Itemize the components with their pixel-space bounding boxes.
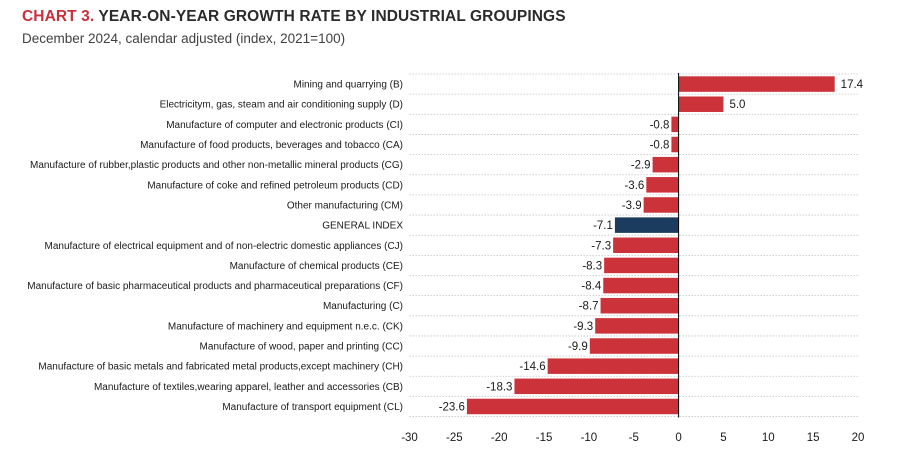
category-label: Manufacture of coke and refined petroleu… <box>147 180 403 191</box>
category-label: Manufacture of rubber,plastic products a… <box>30 160 403 171</box>
bar <box>600 297 679 314</box>
category-label: Manufacture of basic pharmaceutical prod… <box>27 281 403 292</box>
bar <box>603 277 679 294</box>
category-label: Manufacture of electrical equipment and … <box>44 241 403 252</box>
x-tick-label: 20 <box>852 432 865 444</box>
bar <box>671 136 679 153</box>
value-label: -9.3 <box>573 321 593 333</box>
bar <box>614 217 679 233</box>
chart-title-text: YEAR-ON-YEAR GROWTH RATE BY INDUSTRIAL G… <box>98 8 566 25</box>
bar <box>646 177 679 193</box>
bar <box>643 197 679 213</box>
category-label: Manufacturing (C) <box>323 301 403 312</box>
x-tick-label: 5 <box>720 432 726 444</box>
value-label: -2.9 <box>631 160 651 172</box>
value-label: -8.3 <box>582 260 602 272</box>
x-tick-label: 10 <box>762 432 775 444</box>
category-label: Mining and quarrying (B) <box>294 80 404 91</box>
bar <box>604 257 679 274</box>
value-label: -0.8 <box>650 119 670 131</box>
value-label: -23.6 <box>439 401 465 413</box>
value-label: -9.9 <box>568 341 588 353</box>
category-label: Manufacture of textiles,wearing apparel,… <box>94 382 403 393</box>
category-label: Manufacture of transport equipment (CL) <box>222 402 403 413</box>
x-tick-label: -15 <box>536 432 553 444</box>
value-label: -7.3 <box>591 240 611 252</box>
bar <box>671 116 679 133</box>
chart-subtitle: December 2024, calendar adjusted (index,… <box>22 31 346 46</box>
bar <box>514 378 679 395</box>
chart-number: CHART 3. <box>22 8 95 25</box>
value-label: -0.8 <box>650 140 670 152</box>
category-label: Manufacture of food products, beverages … <box>140 140 403 151</box>
bar <box>547 358 679 374</box>
category-label: Other manufacturing (CM) <box>287 200 403 211</box>
value-label: -18.3 <box>486 381 512 393</box>
bar <box>466 398 679 415</box>
value-label: -8.7 <box>579 301 599 313</box>
x-tick-label: -5 <box>629 432 639 444</box>
category-label: GENERAL INDEX <box>322 221 403 232</box>
x-tick-label: -30 <box>401 432 418 444</box>
category-label: Manufacture of basic metals and fabricat… <box>38 362 403 373</box>
x-tick-label: -20 <box>491 432 508 444</box>
bar <box>595 318 679 334</box>
category-label: Manufacture of machinery and equipment n… <box>168 321 403 332</box>
value-label: -7.1 <box>593 220 613 232</box>
bar <box>678 76 835 92</box>
bar <box>589 338 679 354</box>
category-label: Manufacture of chemical products (CE) <box>230 261 403 272</box>
bar <box>613 237 679 254</box>
value-label: 5.0 <box>729 99 745 111</box>
value-label: -8.4 <box>581 281 601 293</box>
x-tick-label: 15 <box>807 432 820 444</box>
category-label: Manufacture of wood, paper and printing … <box>200 342 403 353</box>
bar <box>652 156 679 173</box>
value-label: -3.6 <box>624 180 644 192</box>
x-tick-label: -10 <box>581 432 598 444</box>
chart-title: CHART 3. YEAR-ON-YEAR GROWTH RATE BY IND… <box>22 8 566 26</box>
x-tick-label: -25 <box>446 432 463 444</box>
x-tick-label: 0 <box>675 432 681 444</box>
category-label: Electricitym, gas, steam and air conditi… <box>160 100 403 111</box>
value-label: -3.9 <box>622 200 642 212</box>
value-label: -14.6 <box>519 361 545 373</box>
category-label: Manufacture of computer and electronic p… <box>166 120 403 131</box>
bar <box>678 96 724 112</box>
value-label: 17.4 <box>841 79 864 91</box>
